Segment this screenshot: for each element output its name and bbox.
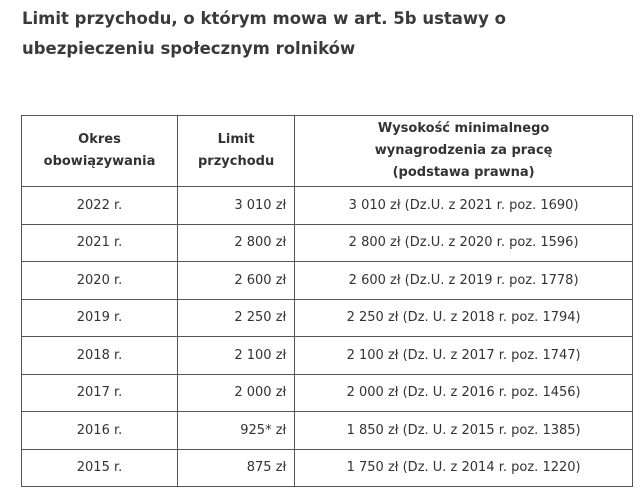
cell-min-wage: 1 750 zł (Dz. U. z 2014 r. poz. 1220) (294, 448, 633, 487)
table-row: 2016 r. 925* zł 1 850 zł (Dz. U. z 2015 r.… (21, 411, 633, 450)
cell-limit: 925* zł (176, 411, 296, 450)
table-row: 2022 r. 3 010 zł 3 010 zł (Dz.U. z 2021 r.… (21, 186, 633, 225)
income-limit-table: Okres obowiązywania Limit przychodu Wyso… (21, 115, 633, 487)
cell-period: 2022 r. (21, 186, 178, 225)
header-period: Okres obowiązywania (21, 115, 178, 187)
cell-limit: 2 250 zł (176, 298, 296, 337)
table-header-row: Okres obowiązywania Limit przychodu Wyso… (21, 115, 633, 187)
cell-min-wage: 1 850 zł (Dz. U. z 2015 r. poz. 1385) (294, 411, 633, 450)
cell-min-wage: 2 100 zł (Dz. U. z 2017 r. poz. 1747) (294, 336, 633, 375)
table-row: 2021 r. 2 800 zł 2 800 zł (Dz.U. z 2020 r.… (21, 223, 633, 262)
table-row: 2015 r. 875 zł 1 750 zł (Dz. U. z 2014 r. … (21, 448, 633, 487)
cell-min-wage: 2 250 zł (Dz. U. z 2018 r. poz. 1794) (294, 298, 633, 337)
page-title: Limit przychodu, o którym mowa w art. 5b… (22, 9, 507, 58)
cell-period: 2019 r. (21, 298, 178, 337)
cell-min-wage: 2 800 zł (Dz.U. z 2020 r. poz. 1596) (294, 223, 633, 262)
header-limit: Limit przychodu (176, 115, 296, 187)
cell-min-wage: 2 000 zł (Dz. U. z 2016 r. poz. 1456) (294, 373, 633, 412)
cell-limit: 2 000 zł (176, 373, 296, 412)
cell-limit: 3 010 zł (176, 186, 296, 225)
cell-period: 2020 r. (21, 261, 178, 300)
header-min-wage: Wysokość minimalnego wynagrodzenia za pr… (294, 115, 633, 187)
cell-min-wage: 2 600 zł (Dz.U. z 2019 r. poz. 1778) (294, 261, 633, 300)
cell-min-wage: 3 010 zł (Dz.U. z 2021 r. poz. 1690) (294, 186, 633, 225)
cell-period: 2021 r. (21, 223, 178, 262)
cell-limit: 875 zł (176, 448, 296, 487)
table-row: 2018 r. 2 100 zł 2 100 zł (Dz. U. z 2017 r… (21, 336, 633, 375)
table-row: 2020 r. 2 600 zł 2 600 zł (Dz.U. z 2019 r.… (21, 261, 633, 300)
table-row: 2017 r. 2 000 zł 2 000 zł (Dz. U. z 2016 r… (21, 373, 633, 412)
cell-limit: 2 100 zł (176, 336, 296, 375)
cell-period: 2016 r. (21, 411, 178, 450)
table-row: 2019 r. 2 250 zł 2 250 zł (Dz. U. z 2018 r… (21, 298, 633, 337)
cell-period: 2018 r. (21, 336, 178, 375)
cell-limit: 2 800 zł (176, 223, 296, 262)
cell-period: 2017 r. (21, 373, 178, 412)
cell-period: 2015 r. (21, 448, 178, 487)
cell-limit: 2 600 zł (176, 261, 296, 300)
